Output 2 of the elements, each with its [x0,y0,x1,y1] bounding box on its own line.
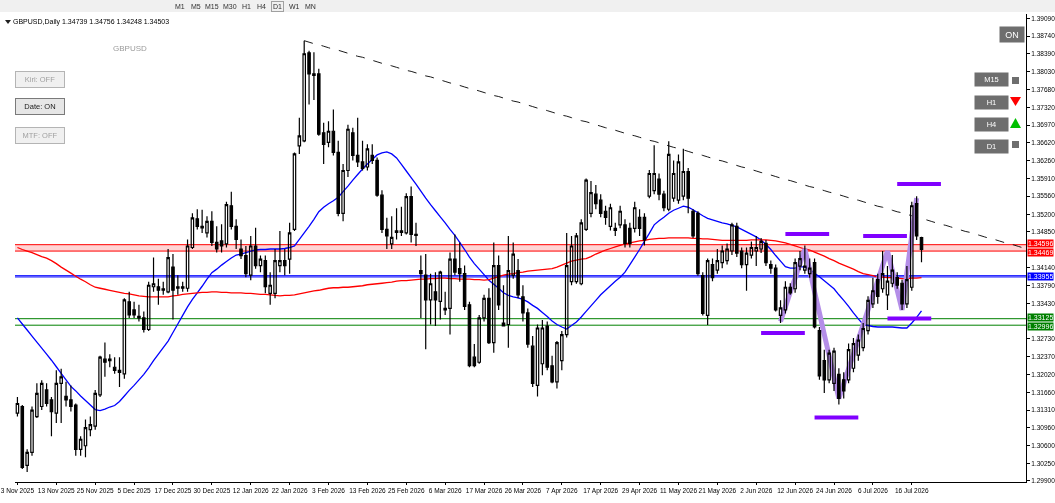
annotation: GBPUSD [113,44,148,53]
annotation: ON [1005,29,1019,40]
